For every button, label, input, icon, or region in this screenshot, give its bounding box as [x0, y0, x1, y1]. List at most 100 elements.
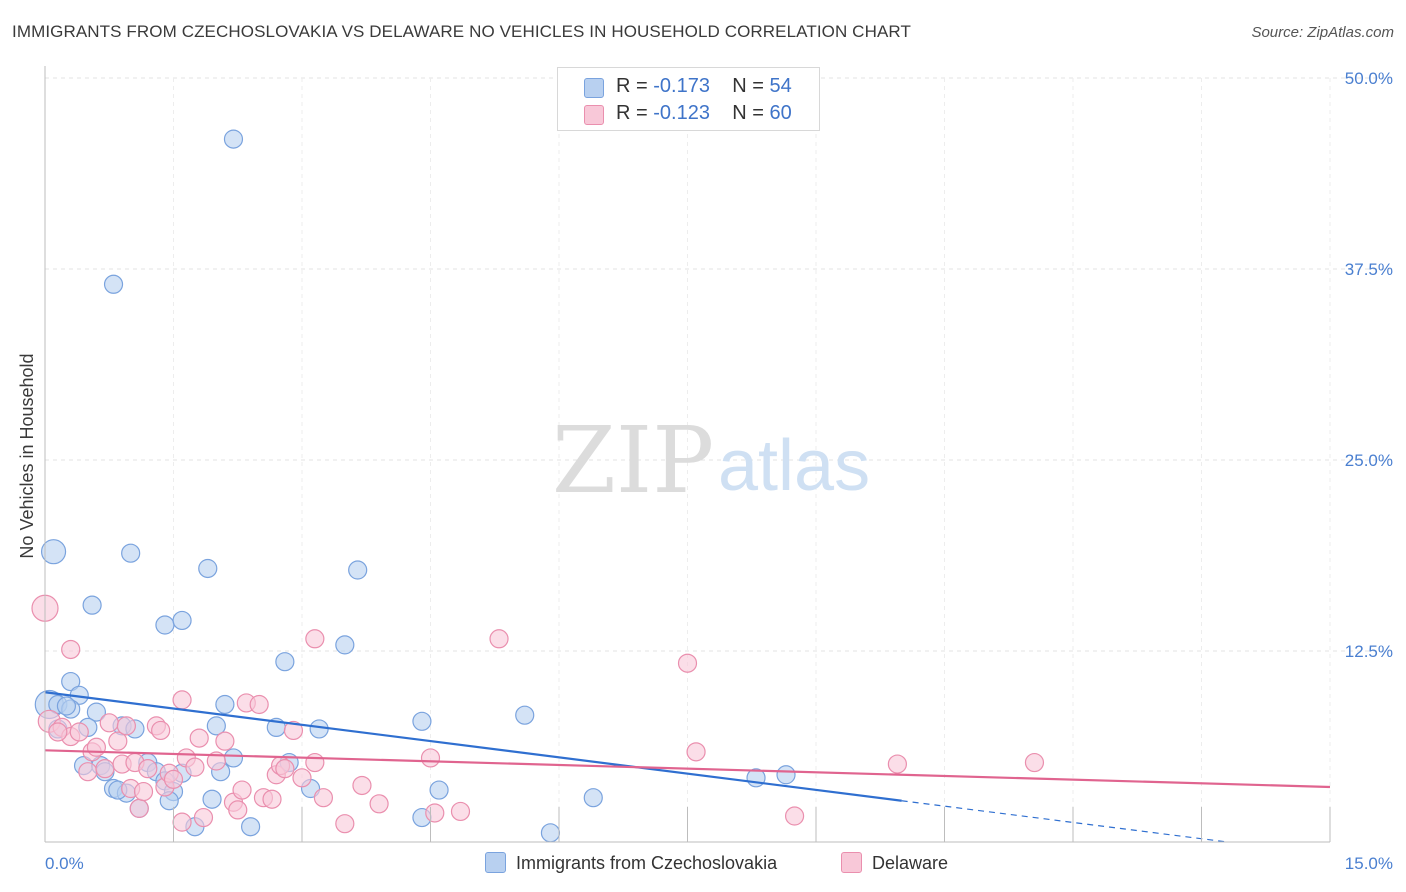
axes-layer: 12.5% 25.0% 37.5% 50.0% 0.0% 15.0%	[44, 66, 1393, 873]
trendline-czechoslovakia	[44, 691, 902, 802]
point-czechoslovakia	[348, 560, 368, 580]
point-czechoslovakia	[155, 615, 175, 635]
point-czechoslovakia	[223, 129, 244, 149]
point-czechoslovakia	[202, 789, 222, 809]
point-delaware	[78, 762, 98, 782]
point-delaware	[305, 629, 325, 649]
point-delaware	[292, 768, 312, 788]
point-delaware	[450, 801, 471, 822]
point-czechoslovakia	[198, 558, 218, 579]
points-layer	[31, 129, 1045, 843]
point-czechoslovakia	[241, 817, 261, 837]
point-delaware	[163, 769, 184, 789]
point-delaware	[262, 789, 282, 809]
point-delaware	[420, 748, 441, 768]
bottom-legend-label: Delaware	[872, 853, 949, 873]
point-delaware	[335, 814, 355, 834]
x-tick-label: 15.0%	[1345, 854, 1393, 873]
legend-swatch-delaware	[584, 105, 604, 125]
point-czechoslovakia	[86, 702, 107, 722]
point-delaware	[185, 757, 205, 777]
point-czechoslovakia	[540, 823, 561, 843]
point-delaware	[887, 754, 907, 774]
point-delaware	[228, 800, 248, 820]
point-czechoslovakia	[309, 719, 329, 739]
legend-n-value: 54	[769, 75, 792, 97]
point-delaware	[489, 629, 509, 649]
point-delaware	[151, 720, 171, 741]
point-czechoslovakia	[776, 765, 796, 785]
point-czechoslovakia	[515, 705, 535, 725]
point-czechoslovakia	[61, 671, 81, 692]
point-czechoslovakia	[429, 780, 449, 800]
point-czechoslovakia	[56, 696, 77, 716]
point-delaware	[86, 737, 107, 757]
point-delaware	[108, 731, 128, 751]
point-delaware	[193, 807, 214, 828]
watermark-zip: ZIP	[552, 407, 714, 514]
bottom-legend-delaware: Delaware	[841, 852, 948, 874]
point-delaware	[69, 722, 89, 742]
chart-title: IMMIGRANTS FROM CZECHOSLOVAKIA VS DELAWA…	[12, 22, 911, 41]
point-delaware	[61, 639, 81, 660]
point-czechoslovakia	[583, 788, 603, 808]
bottom-legend-label: Immigrants from Czechoslovakia	[516, 853, 778, 873]
point-delaware	[313, 788, 334, 808]
watermark: ZIP atlas	[552, 407, 870, 514]
y-tick-label: 12.5%	[1345, 642, 1393, 661]
legend-swatch-czechoslovakia	[584, 78, 604, 98]
y-tick-label: 37.5%	[1345, 260, 1393, 279]
point-delaware	[215, 731, 235, 751]
point-delaware	[172, 690, 192, 710]
grid-layer	[45, 77, 1392, 842]
point-czechoslovakia	[335, 635, 355, 655]
point-delaware	[283, 720, 304, 741]
point-delaware	[677, 653, 698, 673]
point-delaware	[206, 751, 226, 771]
point-delaware	[95, 759, 115, 779]
point-czechoslovakia	[215, 694, 235, 715]
point-delaware	[189, 728, 209, 748]
point-delaware	[275, 759, 295, 779]
point-delaware	[172, 812, 192, 832]
legend-n-label: N =	[732, 75, 764, 97]
trend-layer	[44, 691, 1331, 843]
point-delaware	[133, 781, 154, 802]
point-delaware	[138, 759, 158, 779]
legend-n-value: 60	[769, 102, 792, 124]
point-delaware	[129, 798, 149, 818]
point-czechoslovakia	[103, 274, 124, 294]
point-delaware	[232, 780, 252, 800]
point-delaware	[249, 694, 269, 715]
y-axis-label: No Vehicles in Household	[17, 353, 37, 558]
point-czechoslovakia	[40, 539, 67, 565]
point-delaware	[352, 775, 372, 796]
legend: R = -0.173 N = 54 R = -0.123 N = 60	[557, 67, 820, 131]
watermark-atlas: atlas	[718, 426, 870, 506]
point-czechoslovakia	[275, 652, 295, 672]
point-delaware	[1024, 752, 1045, 773]
point-czechoslovakia	[206, 716, 226, 736]
trendline-delaware	[44, 749, 1331, 789]
legend-r-value: -0.173	[653, 75, 710, 97]
point-czechoslovakia	[172, 610, 192, 631]
x-tick-label: 0.0%	[45, 854, 84, 873]
point-czechoslovakia	[412, 711, 432, 731]
legend-r-label: R =	[616, 75, 648, 97]
point-czechoslovakia	[223, 748, 244, 768]
point-czechoslovakia	[121, 543, 141, 563]
point-delaware	[784, 806, 805, 826]
point-delaware	[305, 752, 325, 773]
point-delaware	[48, 722, 68, 742]
point-delaware	[116, 716, 136, 736]
point-delaware	[686, 742, 706, 762]
bottom-legend-czechoslovakia: Immigrants from Czechoslovakia	[485, 852, 777, 874]
bottom-legend-swatch	[485, 852, 506, 873]
legend-r-label: R =	[616, 102, 648, 124]
point-czechoslovakia	[82, 595, 102, 615]
y-tick-label: 50.0%	[1345, 69, 1393, 88]
trendline-czechoslovakia-extension	[901, 800, 1228, 843]
point-delaware	[369, 794, 389, 814]
legend-n-label: N =	[732, 102, 764, 124]
